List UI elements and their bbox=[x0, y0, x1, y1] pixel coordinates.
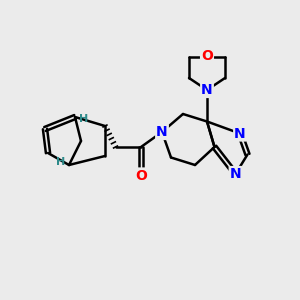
Text: N: N bbox=[234, 127, 246, 140]
Text: H: H bbox=[79, 114, 88, 124]
Text: H: H bbox=[56, 157, 65, 167]
Text: N: N bbox=[230, 167, 241, 181]
Text: N: N bbox=[201, 83, 213, 97]
Text: O: O bbox=[201, 49, 213, 62]
Text: N: N bbox=[156, 125, 168, 139]
Text: O: O bbox=[135, 169, 147, 182]
